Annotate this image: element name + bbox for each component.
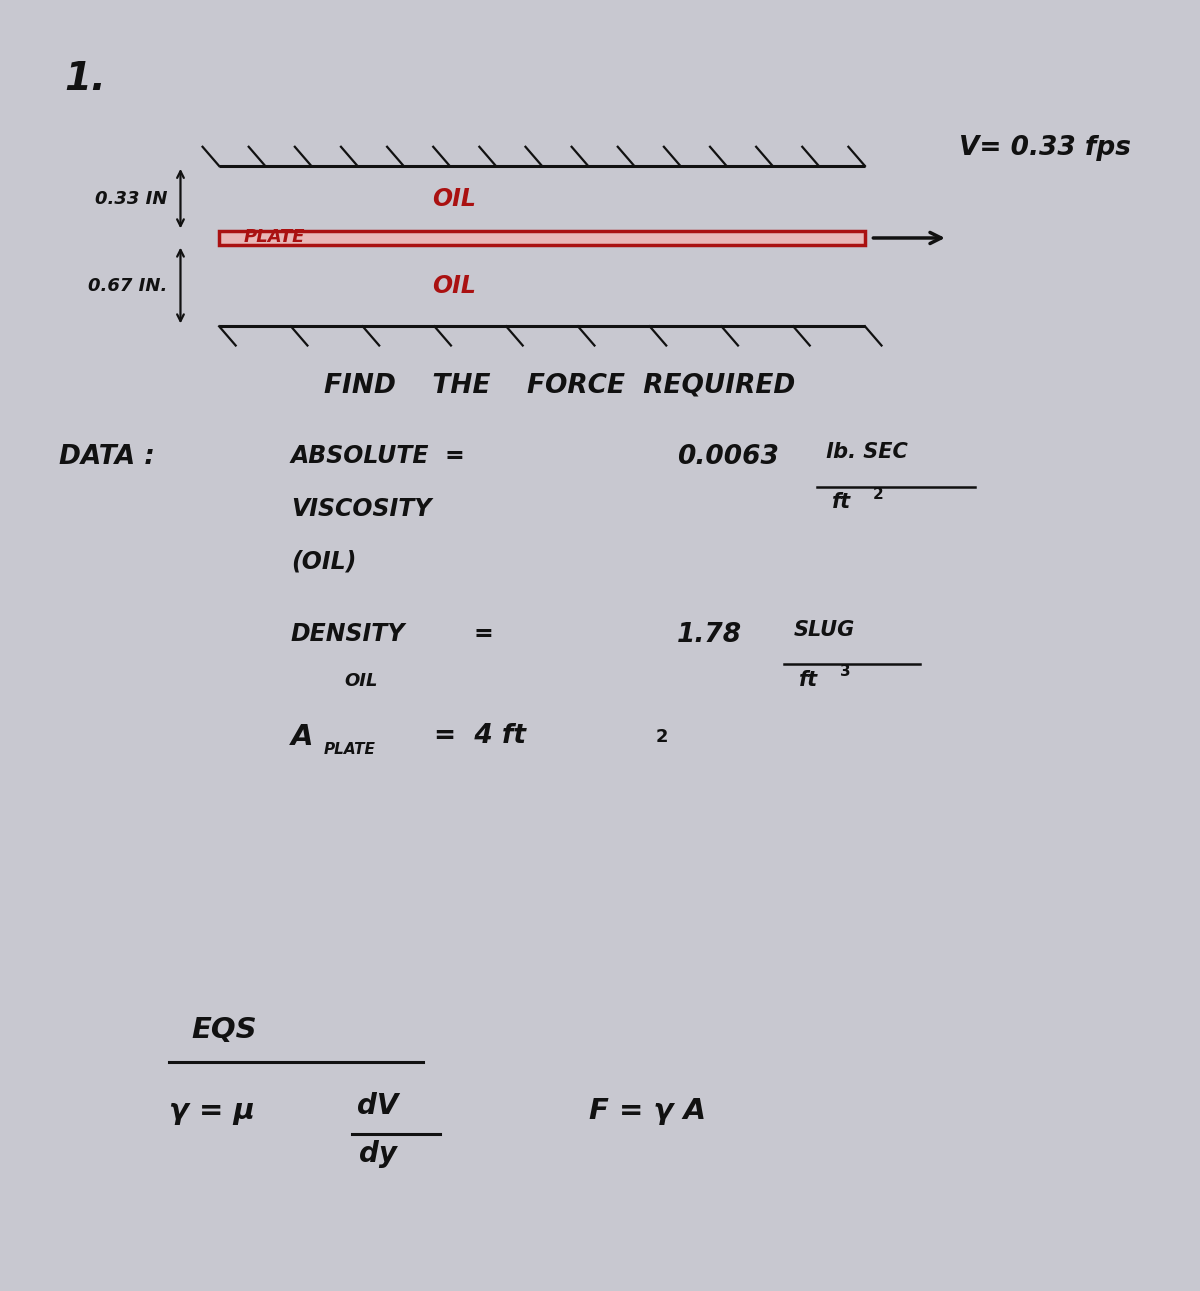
Text: 0.0063: 0.0063 [677,444,779,470]
Text: 1.: 1. [65,61,107,98]
Text: VISCOSITY: VISCOSITY [290,497,431,522]
Text: EQS: EQS [192,1016,257,1043]
Text: 0.33 IN: 0.33 IN [95,190,167,208]
Bar [220,231,865,245]
Text: DENSITY: DENSITY [290,622,406,646]
Text: F = γ A: F = γ A [589,1097,706,1126]
Text: dV: dV [358,1092,398,1121]
Text: V= 0.33 fps: V= 0.33 fps [959,136,1130,161]
Text: =: = [473,622,493,646]
Text: PLATE: PLATE [324,742,376,757]
Text: DATA :: DATA : [59,444,155,470]
Text: 1.78: 1.78 [677,622,743,648]
Text: ABSOLUTE  =: ABSOLUTE = [290,444,466,469]
Text: OIL: OIL [344,671,377,689]
Text: ft: ft [832,492,851,513]
Text: 2: 2 [872,487,883,502]
Text: OIL: OIL [432,274,475,297]
Text: ft: ft [799,670,818,689]
Text: SLUG: SLUG [793,620,854,640]
Text: 2: 2 [655,728,667,746]
Text: =  4 ft: = 4 ft [434,723,527,749]
Text: (OIL): (OIL) [290,550,356,574]
Text: PLATE: PLATE [244,229,305,247]
Text: A: A [290,723,313,751]
Text: FIND    THE    FORCE  REQUIRED: FIND THE FORCE REQUIRED [324,372,796,399]
Text: 0.67 IN.: 0.67 IN. [88,276,167,294]
Text: OIL: OIL [432,187,475,210]
Text: 3: 3 [840,665,850,679]
Text: γ = μ: γ = μ [169,1097,256,1126]
Text: dy: dy [359,1140,397,1168]
Text: lb. SEC: lb. SEC [827,443,908,462]
